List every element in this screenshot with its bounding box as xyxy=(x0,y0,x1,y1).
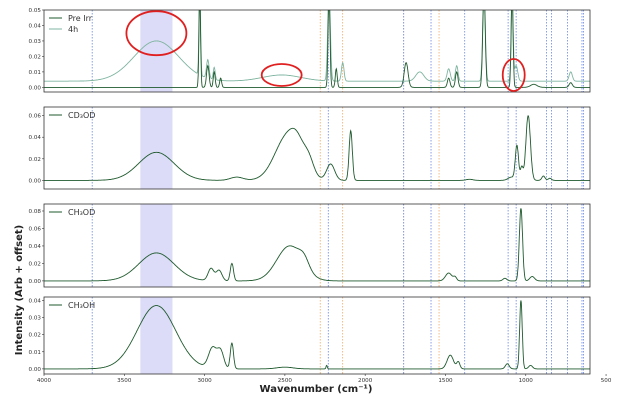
y-tick-label: 0.00 xyxy=(29,367,42,373)
legend-entry: CH₃OH xyxy=(68,301,95,310)
legend-entry: 4h xyxy=(68,25,78,34)
series-line-4h xyxy=(44,10,590,82)
y-tick-label: 0.02 xyxy=(29,157,41,163)
y-tick-label: 0.04 xyxy=(29,135,42,141)
highlight-band xyxy=(140,297,173,374)
y-tick-label: 0.00 xyxy=(29,178,42,184)
panel-frame xyxy=(43,296,591,375)
x-tick-label: 1000 xyxy=(519,378,534,384)
series-line-CD₃OD xyxy=(44,115,590,181)
plot-area xyxy=(44,297,590,374)
x-tick-label: 3000 xyxy=(197,378,212,384)
y-tick-label: 0.02 xyxy=(29,261,41,267)
y-tick-label: 0.08 xyxy=(29,209,42,215)
highlight-circle xyxy=(501,58,526,92)
y-tick-label: 0.04 xyxy=(29,244,42,250)
legend: CD₃OD xyxy=(49,111,95,120)
series-line-CH₃OH xyxy=(44,300,590,370)
panel-frame xyxy=(43,106,591,190)
panel-frame xyxy=(43,9,591,93)
y-tick-label: 0.02 xyxy=(29,333,41,339)
y-tick-label: 0.06 xyxy=(29,226,42,232)
highlight-circle xyxy=(125,10,188,57)
legend: Pre Irr 4h xyxy=(49,14,93,34)
y-tick-label: 0.06 xyxy=(29,114,42,120)
x-tick-label: 500 xyxy=(601,378,612,384)
y-tick-label: 0.01 xyxy=(29,350,42,356)
highlight-band xyxy=(140,10,173,92)
series-line-Pre Irr xyxy=(44,10,590,88)
legend-entry: Pre Irr xyxy=(68,14,93,23)
y-tick-label: 0.02 xyxy=(29,54,41,60)
panel-4: 0.04 0.03 0.02 0.01 0.00 CH₃OH xyxy=(29,296,591,375)
highlight-band xyxy=(140,204,173,287)
panel-frame xyxy=(43,203,591,288)
x-tick-label: 3500 xyxy=(117,378,132,384)
y-tick-label: 0.01 xyxy=(29,70,42,76)
legend: CH₃OD xyxy=(49,208,95,217)
x-tick-label: 2500 xyxy=(278,378,293,384)
y-tick-label: 0.03 xyxy=(29,39,42,45)
y-tick-label: 0.05 xyxy=(29,8,42,14)
x-tick-label: 1500 xyxy=(438,378,453,384)
highlight-band xyxy=(140,107,173,189)
plot-area xyxy=(44,10,590,92)
series-line-CH₃OD xyxy=(44,208,590,282)
y-axis-label: Intensity (Arb + offset) xyxy=(14,225,25,355)
panel-1: 0.05 0.04 0.03 0.02 0.01 0.00 Pre Irr 4h xyxy=(29,8,591,93)
plot-area xyxy=(44,107,590,189)
plot-area xyxy=(44,204,590,287)
y-tick-label: 0.03 xyxy=(29,316,42,322)
panel-3: 0.08 0.06 0.04 0.02 0.00 CH₃OD xyxy=(29,203,591,288)
y-tick-label: 0.04 xyxy=(29,23,42,29)
y-tick-label: 0.04 xyxy=(29,298,42,304)
y-tick-label: 0.00 xyxy=(29,85,42,91)
y-tick-label: 0.00 xyxy=(29,279,42,285)
legend-entry: CH₃OD xyxy=(68,208,95,217)
panel-2: 0.06 0.04 0.02 0.00 CD₃OD xyxy=(29,106,591,190)
x-axis-label: Wavenumber (cm⁻¹) xyxy=(260,384,373,395)
legend-entry: CD₃OD xyxy=(68,111,95,120)
highlight-circle xyxy=(260,63,303,87)
legend: CH₃OH xyxy=(49,301,95,310)
x-tick-label: 2000 xyxy=(358,378,373,384)
x-tick-label: 4000 xyxy=(37,378,52,384)
